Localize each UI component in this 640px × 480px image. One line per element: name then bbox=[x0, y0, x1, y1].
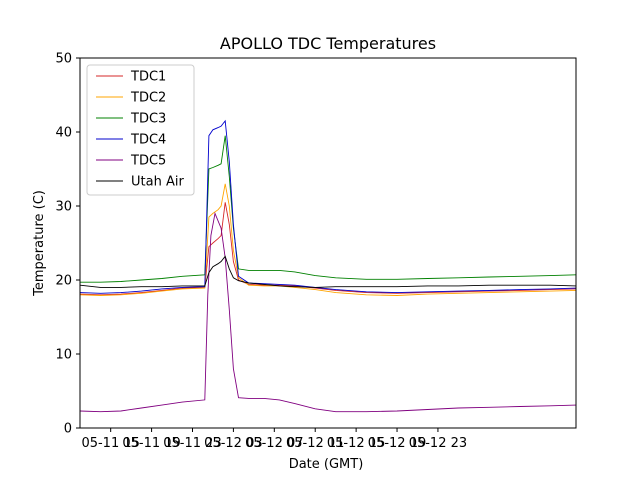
legend-label: TDC5 bbox=[130, 154, 166, 169]
y-tick-label: 10 bbox=[55, 348, 72, 363]
legend-label: TDC3 bbox=[130, 112, 166, 127]
y-tick-label: 20 bbox=[55, 274, 72, 289]
x-tick-label: 05-12 11 bbox=[286, 436, 344, 451]
x-axis-label: Date (GMT) bbox=[289, 457, 364, 472]
legend-label: TDC2 bbox=[130, 91, 166, 106]
plot-frame bbox=[79, 57, 577, 429]
x-tick-label: 05-12 07 bbox=[245, 436, 303, 451]
y-tick-label: 50 bbox=[55, 52, 72, 67]
y-axis-label: Temperature (C) bbox=[32, 190, 47, 297]
y-axis: 0 10 20 30 40 50 bbox=[55, 52, 80, 437]
chart-title: APOLLO TDC Temperatures bbox=[220, 34, 436, 53]
x-tick-label: 05-12 19 bbox=[368, 436, 426, 451]
legend: TDC1 TDC2 TDC3 TDC4 TDC5 Utah Air bbox=[86, 64, 195, 196]
legend-label: TDC4 bbox=[130, 133, 166, 148]
x-tick-label: 05-11 19 bbox=[122, 436, 180, 451]
x-tick-label: 05-11 23 bbox=[163, 436, 221, 451]
legend-label: TDC1 bbox=[130, 70, 166, 85]
y-tick-label: 40 bbox=[55, 126, 72, 141]
x-tick-label: 05-12 03 bbox=[204, 436, 262, 451]
x-tick-label: 05-12 15 bbox=[327, 436, 385, 451]
y-tick-label: 0 bbox=[64, 422, 72, 437]
series-line-tdc5 bbox=[80, 211, 576, 413]
x-tick-label: 05-12 23 bbox=[409, 436, 467, 451]
y-tick-label: 30 bbox=[55, 200, 72, 215]
x-tick-label: 05-11 15 bbox=[81, 436, 139, 451]
series-line-tdc1 bbox=[80, 202, 576, 296]
series-line-tdc2 bbox=[80, 183, 576, 296]
series-line-tdc4 bbox=[80, 119, 576, 294]
series-line-utah-air bbox=[80, 255, 576, 288]
series-line-tdc3 bbox=[80, 135, 576, 283]
legend-label: Utah Air bbox=[131, 175, 184, 190]
